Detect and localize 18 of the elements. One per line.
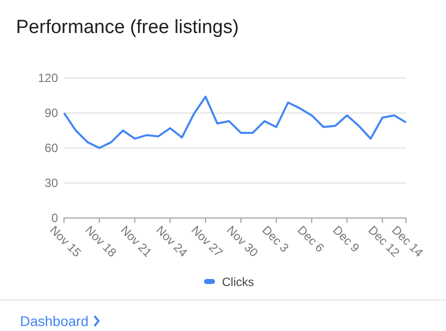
x-tick-label: Nov 21 — [118, 222, 155, 260]
x-tick-label: Nov 24 — [153, 222, 190, 260]
text: Dashboard — [20, 313, 88, 329]
line-series — [63, 96, 407, 149]
chart-title: Performance (free listings) — [16, 17, 239, 38]
y-tick-label: 0 — [51, 210, 58, 225]
y-tick-label: 120 — [38, 70, 58, 85]
x-tick-label: Nov 27 — [188, 222, 226, 260]
x-tick-label: Dec 9 — [330, 222, 362, 256]
x-tick-label: Nov 15 — [47, 222, 84, 260]
legend-label: Clicks — [222, 275, 254, 289]
x-tick-label: Nov 30 — [224, 222, 262, 260]
x-tick-label: Nov 18 — [82, 222, 120, 260]
y-tick-label: 60 — [44, 140, 58, 155]
y-tick-label: 90 — [44, 106, 58, 120]
y-tick-label: 30 — [44, 176, 58, 190]
x-tick-label: Dec 6 — [294, 222, 328, 256]
x-tick-label: Dec 3 — [259, 222, 292, 256]
